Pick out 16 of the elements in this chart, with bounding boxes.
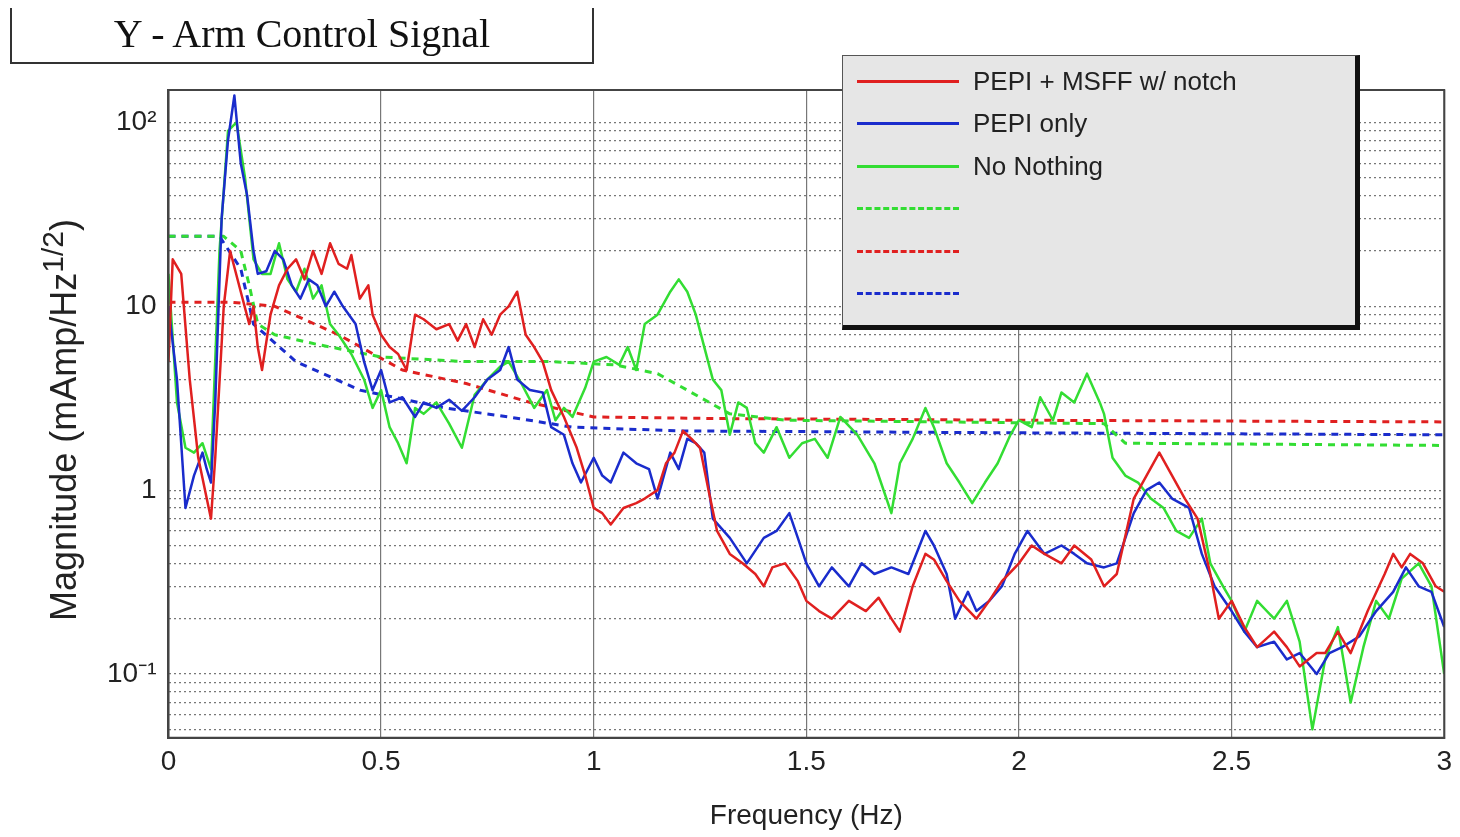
x-tick-label: 2.5: [1212, 745, 1252, 777]
y-tick-label: 1: [140, 472, 157, 504]
y-tick-label: 10⁻¹: [107, 656, 157, 688]
legend-label: No Nothing: [973, 150, 1104, 182]
y-tick-label: 10: [125, 288, 157, 320]
x-tick-label: 0: [160, 745, 177, 777]
legend-label: PEPI only: [973, 108, 1088, 140]
x-tick-label: 3: [1436, 745, 1452, 777]
x-tick-label: 0.5: [361, 745, 401, 777]
chart-title: Y - Arm Control Signal: [10, 8, 594, 64]
x-axis-title: Frequency (Hz): [709, 798, 903, 830]
x-tick-label: 2: [1011, 745, 1027, 777]
x-tick-label: 1.5: [786, 745, 826, 777]
y-tick-label: 10²: [116, 105, 157, 137]
x-tick-label: 1: [585, 745, 602, 777]
legend-label: PEPI + MSFF w/ notch: [973, 65, 1237, 97]
